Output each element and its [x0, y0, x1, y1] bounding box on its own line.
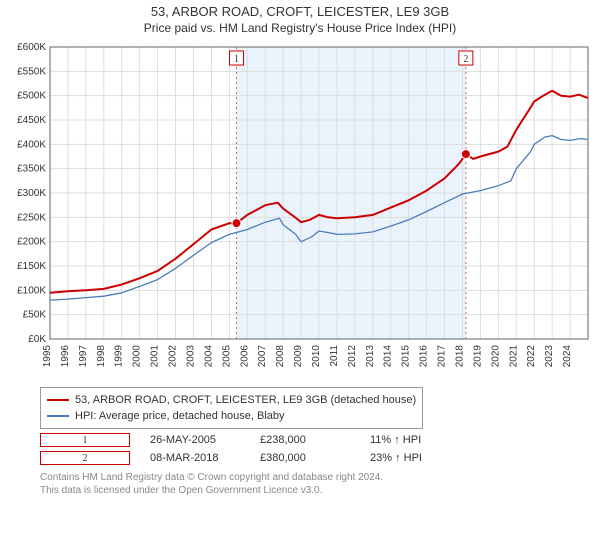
svg-text:2012: 2012 [347, 345, 358, 368]
legend-item-price-paid: 53, ARBOR ROAD, CROFT, LEICESTER, LE9 3G… [47, 392, 416, 408]
chart-container: £0K £50K £100K £150K £200K £250K £300K £350K £40… [6, 41, 594, 381]
legend-label-price-paid: 53, ARBOR ROAD, CROFT, LEICESTER, LE9 3G… [75, 392, 416, 408]
svg-text:2007: 2007 [257, 345, 268, 368]
svg-text:2001: 2001 [150, 345, 161, 368]
svg-text:2002: 2002 [168, 345, 179, 368]
sale-marker: 1 [40, 433, 130, 447]
svg-text:2013: 2013 [365, 345, 376, 368]
svg-text:1995: 1995 [42, 345, 53, 368]
svg-text:2014: 2014 [383, 345, 394, 368]
svg-text:£100K: £100K [17, 285, 46, 296]
svg-text:£300K: £300K [17, 188, 46, 199]
legend-item-hpi: HPI: Average price, detached house, Blab… [47, 408, 416, 424]
svg-text:2018: 2018 [454, 345, 465, 368]
legend-swatch-price-paid [47, 399, 69, 401]
sale-row: 2 08-MAR-2018 £380,000 23% ↑ HPI [40, 451, 590, 465]
svg-text:1997: 1997 [78, 345, 89, 368]
sale-price: £380,000 [260, 452, 350, 464]
svg-text:£350K: £350K [17, 164, 46, 175]
svg-text:2023: 2023 [544, 345, 555, 368]
copyright: Contains HM Land Registry data © Crown c… [40, 471, 590, 497]
legend-label-hpi: HPI: Average price, detached house, Blab… [75, 408, 285, 424]
svg-text:£200K: £200K [17, 237, 46, 248]
legend: 53, ARBOR ROAD, CROFT, LEICESTER, LE9 3G… [40, 387, 423, 429]
svg-text:1998: 1998 [96, 345, 107, 368]
svg-text:£400K: £400K [17, 139, 46, 150]
sales-list: 1 26-MAY-2005 £238,000 11% ↑ HPI 2 08-MA… [40, 433, 590, 465]
svg-text:2020: 2020 [490, 345, 501, 368]
svg-text:2008: 2008 [275, 345, 286, 368]
legend-swatch-hpi [47, 415, 69, 417]
sale-date: 08-MAR-2018 [150, 452, 240, 464]
svg-text:2011: 2011 [329, 345, 340, 367]
svg-text:2005: 2005 [221, 345, 232, 368]
svg-text:2017: 2017 [437, 345, 448, 368]
sale-marker: 2 [40, 451, 130, 465]
svg-text:2021: 2021 [508, 345, 519, 368]
svg-text:1: 1 [234, 54, 239, 65]
title-address: 53, ARBOR ROAD, CROFT, LEICESTER, LE9 3G… [0, 4, 600, 19]
svg-text:2024: 2024 [562, 345, 573, 368]
svg-text:2000: 2000 [132, 345, 143, 368]
svg-text:2003: 2003 [185, 345, 196, 368]
svg-text:2019: 2019 [472, 345, 483, 368]
svg-text:£450K: £450K [17, 115, 46, 126]
sale-price: £238,000 [260, 434, 350, 446]
svg-text:2010: 2010 [311, 345, 322, 368]
svg-text:2009: 2009 [293, 345, 304, 368]
svg-text:2015: 2015 [401, 345, 412, 368]
sale-delta: 11% ↑ HPI [370, 434, 460, 446]
svg-text:2004: 2004 [203, 345, 214, 368]
svg-text:£550K: £550K [17, 66, 46, 77]
sale-delta: 23% ↑ HPI [370, 452, 460, 464]
svg-text:£600K: £600K [17, 42, 46, 53]
svg-text:£150K: £150K [17, 261, 46, 272]
svg-text:2022: 2022 [526, 345, 537, 368]
svg-text:£250K: £250K [17, 212, 46, 223]
svg-text:£0K: £0K [28, 334, 46, 345]
sale-date: 26-MAY-2005 [150, 434, 240, 446]
svg-text:2: 2 [463, 54, 468, 65]
price-chart: £0K £50K £100K £150K £200K £250K £300K £350K £40… [6, 41, 594, 381]
title-block: 53, ARBOR ROAD, CROFT, LEICESTER, LE9 3G… [0, 0, 600, 35]
svg-text:2016: 2016 [419, 345, 430, 368]
svg-text:£50K: £50K [23, 310, 47, 321]
svg-text:1996: 1996 [60, 345, 71, 368]
copyright-line2: This data is licensed under the Open Gov… [40, 484, 590, 497]
sale-row: 1 26-MAY-2005 £238,000 11% ↑ HPI [40, 433, 590, 447]
svg-text:2006: 2006 [239, 345, 250, 368]
title-subtitle: Price paid vs. HM Land Registry's House … [0, 21, 600, 35]
copyright-line1: Contains HM Land Registry data © Crown c… [40, 471, 590, 484]
svg-text:1999: 1999 [114, 345, 125, 368]
svg-text:£500K: £500K [17, 91, 46, 102]
